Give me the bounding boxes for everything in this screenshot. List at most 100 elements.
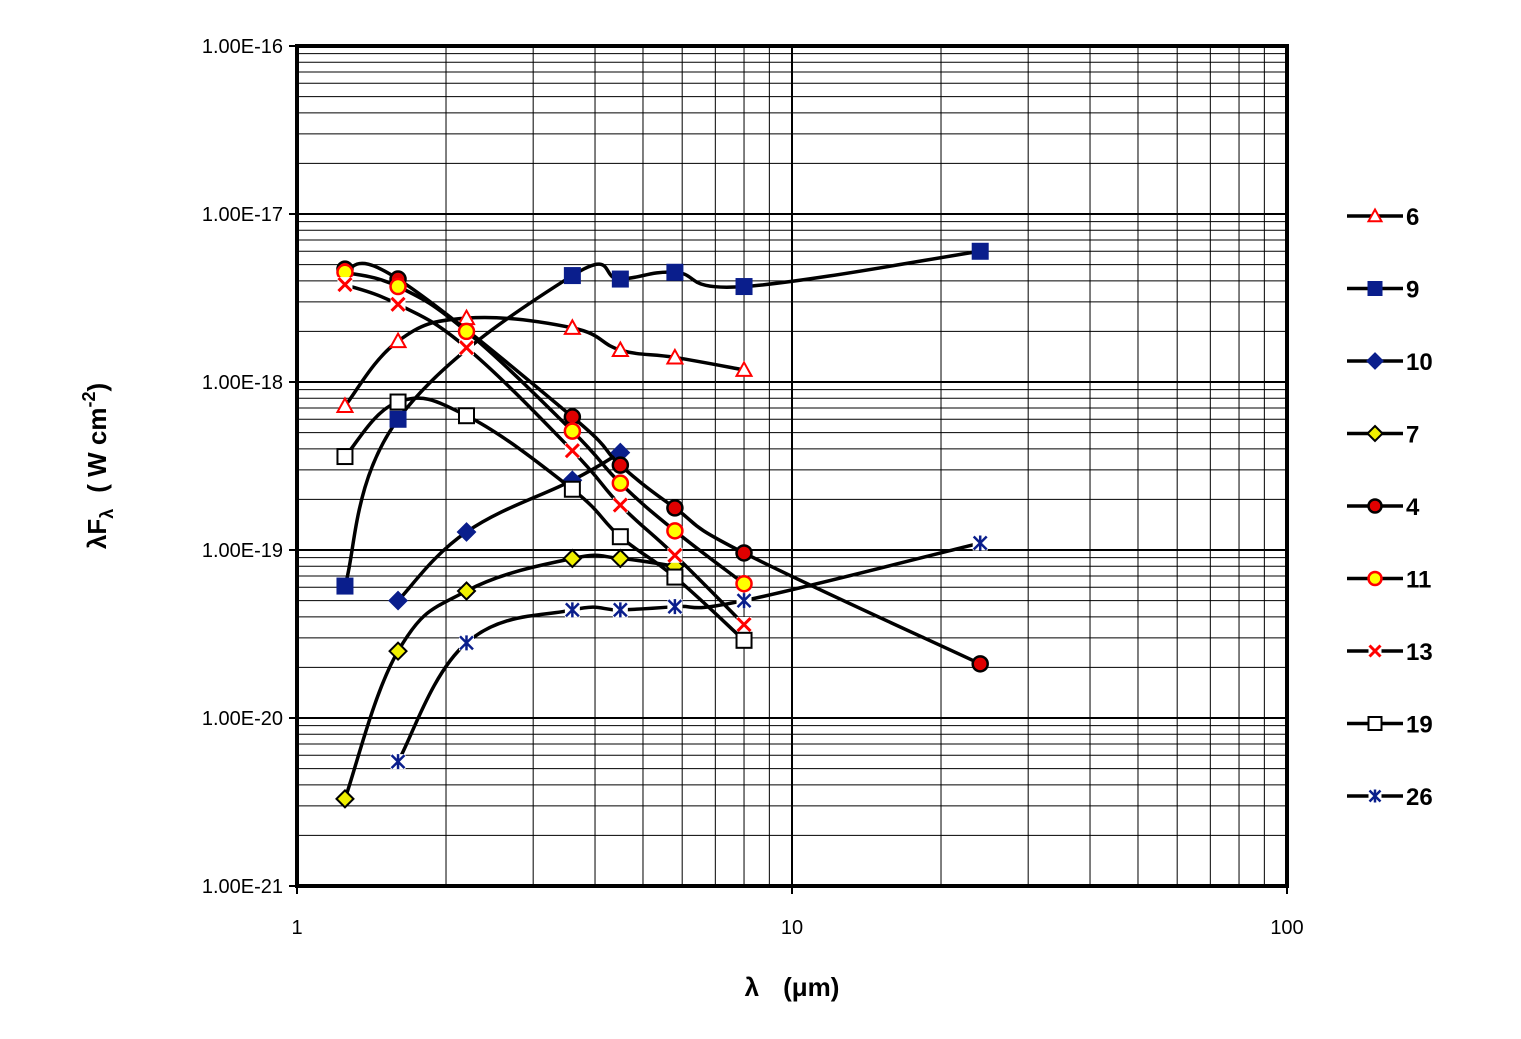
data-point-26 (667, 599, 683, 615)
data-point-9 (611, 270, 629, 288)
data-point-19 (336, 448, 354, 466)
data-point-7 (562, 548, 583, 569)
series-9 (336, 242, 989, 595)
data-point-10 (456, 522, 477, 542)
legend-label: 11 (1406, 567, 1431, 594)
data-point-13 (612, 497, 628, 513)
series-line-19 (343, 396, 746, 642)
data-point-13 (736, 616, 752, 633)
data-point-4 (735, 544, 753, 562)
y-tick-labels: 1.00E-16 1.00E-17 1.00E-18 1.00E-19 1.00E-20… (202, 36, 283, 898)
data-point-19 (735, 631, 753, 649)
data-point-7 (610, 548, 631, 569)
legend-marker (1367, 716, 1383, 731)
legend-label: 6 (1406, 204, 1419, 231)
data-point-6 (665, 347, 685, 365)
y-tick-label: 1.00E-20 (202, 708, 283, 730)
y-tick-label: 1.00E-18 (202, 372, 283, 394)
data-point-6 (611, 340, 630, 358)
data-point-4 (611, 456, 630, 474)
data-point-6 (563, 318, 582, 335)
legend-label: 19 (1406, 712, 1433, 739)
legend-item-13: 13 (1347, 639, 1433, 666)
x-axis-title: λ (μm) (745, 972, 840, 1002)
series-layer (335, 242, 989, 809)
data-point-9 (563, 267, 581, 285)
data-point-13 (667, 547, 683, 563)
y-axis-symbol: λF (82, 519, 112, 549)
data-point-7 (388, 641, 408, 662)
data-point-26 (390, 754, 406, 770)
data-point-11 (611, 474, 630, 492)
legend-marker (1368, 644, 1382, 658)
data-point-4 (666, 499, 684, 517)
data-point-13 (337, 277, 353, 293)
plot-area-frame (295, 44, 1289, 888)
legend-label: 9 (1406, 277, 1419, 304)
x-tick-label: 10 (781, 917, 803, 939)
data-point-11 (563, 422, 582, 440)
legend-item-6: 6 (1347, 204, 1419, 231)
legend-item-7: 7 (1347, 422, 1419, 449)
data-point-26 (972, 535, 988, 551)
y-tick-label: 1.00E-21 (202, 876, 283, 898)
y-axis-unit-close: ) (82, 383, 112, 392)
data-point-26 (458, 635, 474, 651)
legend-marker (1366, 424, 1384, 443)
x-tick-label: 100 (1270, 917, 1303, 939)
data-point-9 (735, 278, 753, 296)
data-point-7 (335, 788, 355, 809)
data-point-11 (735, 574, 753, 593)
series-11 (336, 263, 753, 593)
legend-label: 26 (1406, 784, 1433, 811)
y-axis-unit-open: ( W cm (82, 408, 112, 493)
data-point-26 (736, 593, 752, 609)
y-axis-title: λFλ ( W cm-2) (79, 383, 117, 549)
legend-marker (1366, 207, 1384, 223)
data-point-6 (335, 396, 355, 413)
x-axis-symbol: λ (745, 972, 760, 1002)
data-point-10 (388, 590, 408, 611)
data-point-9 (336, 577, 354, 595)
legend-label: 10 (1406, 349, 1433, 376)
series-10 (388, 442, 631, 611)
series-line-11 (344, 270, 746, 586)
data-point-13 (564, 443, 580, 459)
x-tick-label: 1 (291, 917, 302, 939)
data-point-4 (971, 655, 989, 673)
data-point-6 (388, 331, 408, 349)
data-point-19 (611, 528, 629, 546)
legend-marker (1367, 281, 1383, 296)
data-point-26 (612, 602, 628, 618)
data-point-11 (666, 522, 684, 540)
legend-item-9: 9 (1347, 277, 1419, 304)
data-point-4 (563, 408, 582, 426)
legend-item-19: 19 (1347, 712, 1433, 739)
series-26 (390, 535, 988, 770)
legend-label: 4 (1406, 494, 1420, 521)
data-point-9 (971, 242, 989, 260)
x-axis-unit: (μm) (783, 972, 839, 1002)
legend-label: 13 (1406, 639, 1433, 666)
series-19 (336, 393, 753, 649)
y-tick-label: 1.00E-19 (202, 540, 283, 562)
data-point-13 (390, 296, 406, 312)
data-point-19 (389, 393, 407, 411)
y-axis-superscript: -2 (79, 392, 99, 408)
legend-item-10: 10 (1347, 349, 1433, 376)
data-point-19 (563, 480, 581, 498)
data-point-6 (734, 360, 754, 377)
y-tick-label: 1.00E-16 (202, 36, 283, 58)
legend-marker (1367, 498, 1383, 514)
legend-item-11: 11 (1347, 567, 1431, 594)
legend-marker (1366, 352, 1384, 370)
data-point-11 (457, 322, 476, 341)
plot-grid (289, 45, 1288, 894)
data-point-19 (457, 407, 475, 425)
series-7 (335, 548, 685, 809)
data-point-13 (458, 340, 475, 356)
series-6 (335, 308, 754, 413)
legend-item-4: 4 (1347, 494, 1420, 521)
legend: 6 9 10 7 4 11 13 19 26 (1347, 204, 1433, 811)
